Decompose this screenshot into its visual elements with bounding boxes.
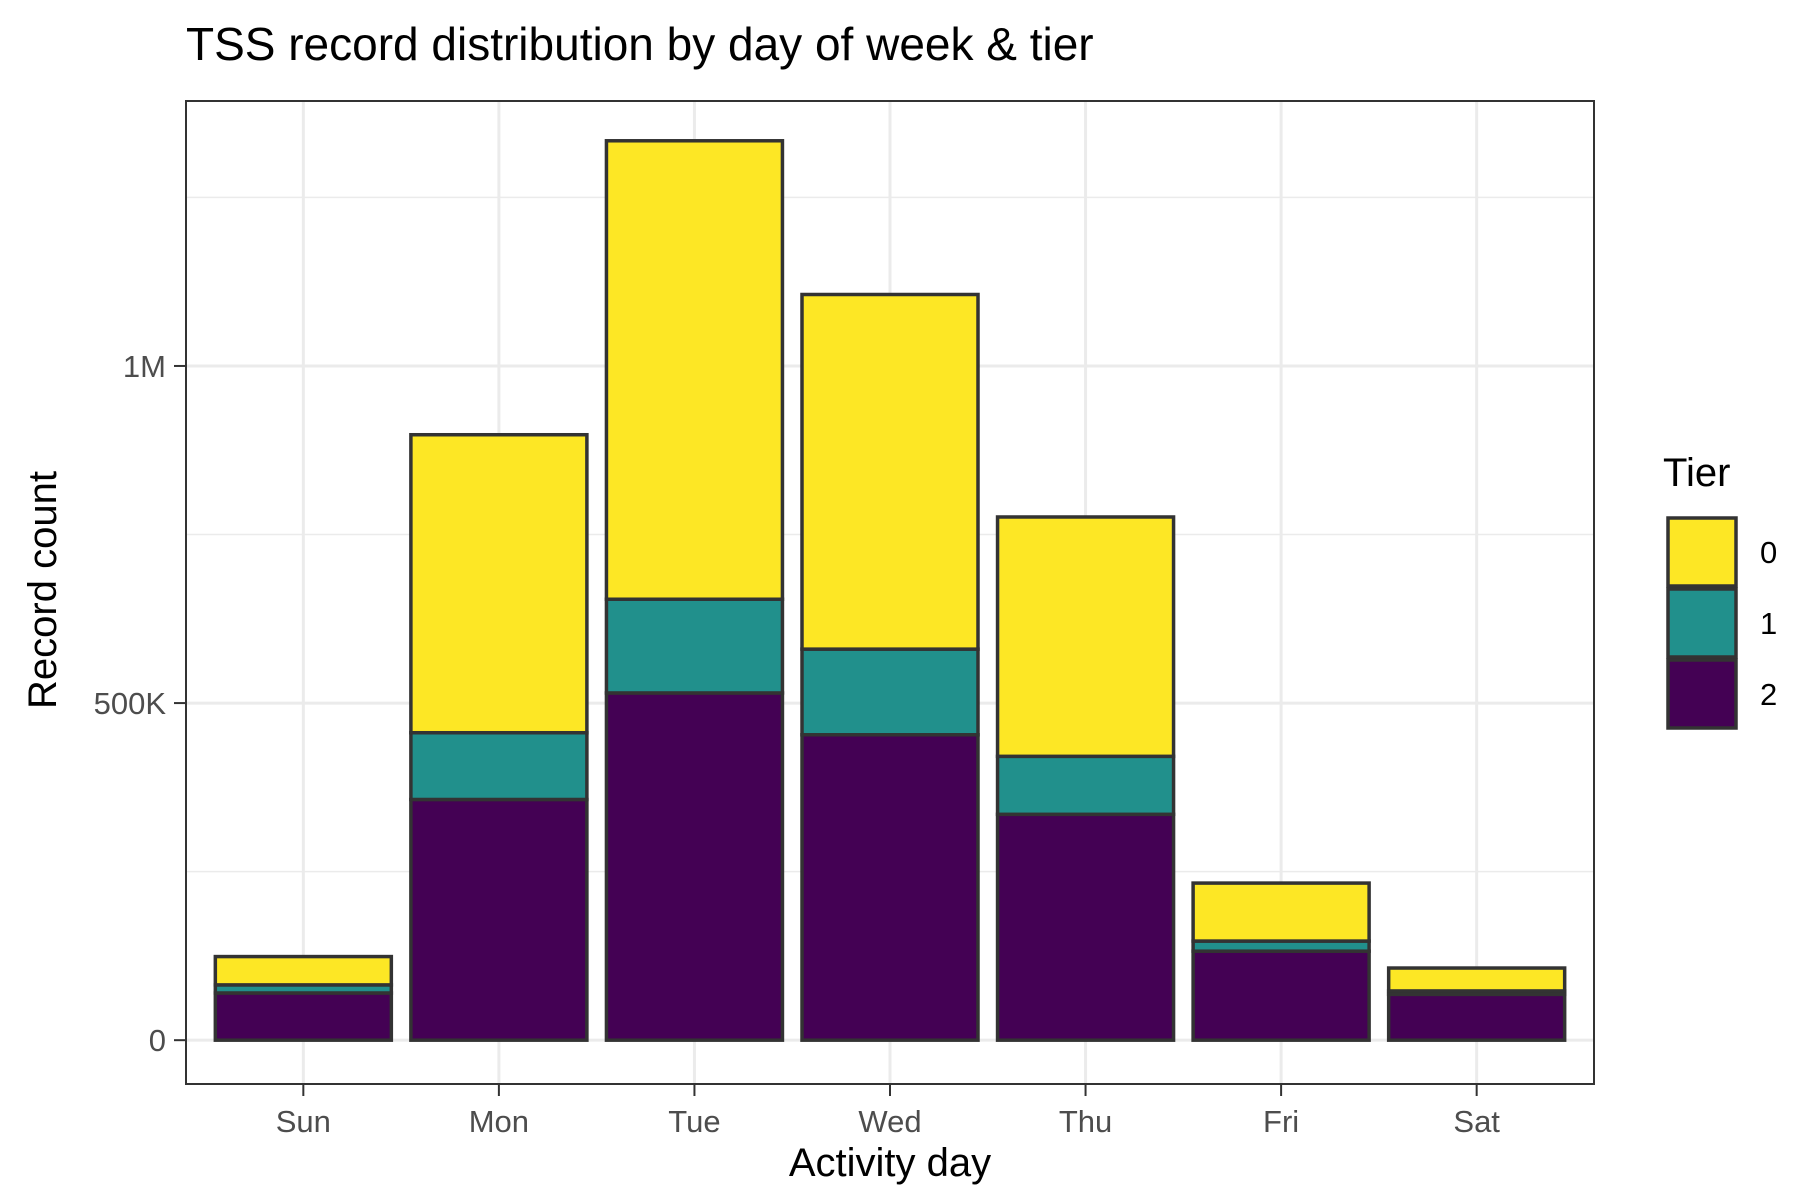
bar-segment-mon-tier-0 [409,432,589,735]
x-tick-label: Fri [1263,1104,1299,1139]
x-tick-label: Wed [858,1104,921,1139]
legend-label: 0 [1760,535,1777,570]
chart-title: TSS record distribution by day of week &… [186,18,1094,70]
bar-segment-wed-tier-2 [800,733,980,1042]
y-tick-label: 0 [149,1023,166,1058]
legend-label: 1 [1760,606,1777,641]
legend-key-tier-2 [1666,658,1738,730]
bars [213,139,1567,1042]
bar-segment-fri-tier-0 [1191,881,1371,943]
bar-segment-wed-tier-1 [800,647,980,737]
x-tick-label: Thu [1059,1104,1112,1139]
bar-segment-thu-tier-2 [995,812,1176,1042]
bar-segment-sun-tier-2 [213,991,394,1042]
y-axis: 0 500K 1M [94,349,186,1058]
bar-segment-sat-tier-2 [1386,992,1567,1042]
bar-segment-fri-tier-2 [1191,949,1371,1042]
bar-segment-tue-tier-0 [604,139,785,601]
legend: Tier 0 1 2 [1663,451,1777,730]
legend-key-tier-0 [1666,516,1738,588]
x-tick-label: Mon [469,1104,529,1139]
bar-segment-sun-tier-0 [213,954,394,987]
legend-key-tier-1 [1666,587,1738,659]
bar-segment-mon-tier-2 [409,797,589,1042]
legend-title: Tier [1663,451,1730,495]
bar-segment-wed-tier-0 [800,292,980,651]
x-axis-title: Activity day [789,1141,991,1185]
x-tick-label: Tue [668,1104,720,1139]
x-tick-label: Sun [276,1104,331,1139]
bar-segment-thu-tier-0 [995,515,1176,759]
x-tick-label: Sat [1453,1104,1500,1139]
y-tick-label: 1M [123,349,166,384]
bar-segment-thu-tier-1 [995,754,1176,817]
x-axis: Sun Mon Tue Wed Thu Fri Sat [276,1084,1500,1139]
bar-segment-tue-tier-1 [604,597,785,695]
y-axis-title: Record count [21,471,65,709]
bar-segment-tue-tier-2 [604,691,785,1042]
bar-segment-mon-tier-1 [409,730,589,802]
bar-segment-sat-tier-0 [1386,966,1567,993]
y-tick-label: 500K [94,686,167,721]
legend-label: 2 [1760,677,1777,712]
